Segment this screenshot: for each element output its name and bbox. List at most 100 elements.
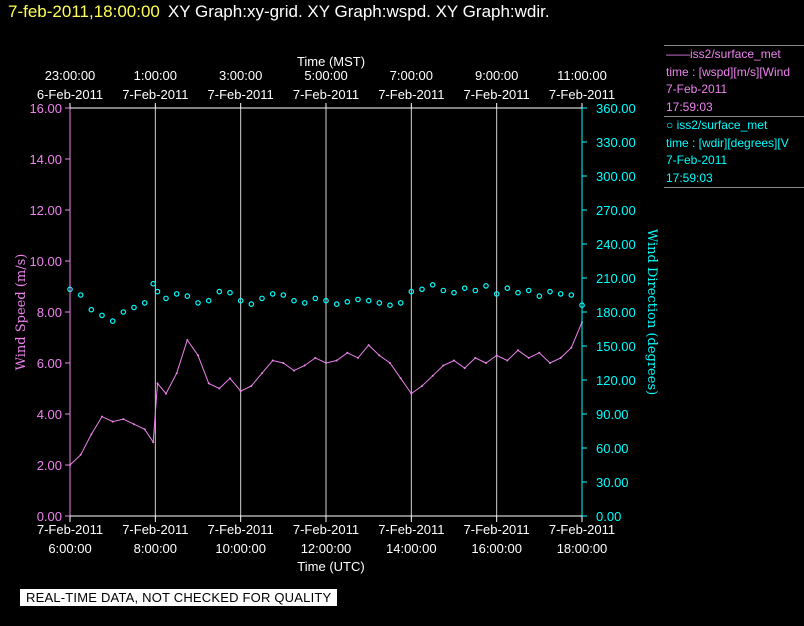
wind-speed-point-31 [389,362,391,364]
wind-speed-point-32 [399,377,402,380]
legend-wdir-time: 17:59:03 [666,170,713,185]
wind-direction-point-31 [387,302,393,309]
wind-speed-point-7 [143,428,146,431]
wind-speed-point-27 [346,351,349,354]
right-tick-label-8: 240.00 [596,237,636,252]
chart-axes [65,103,587,522]
wind-speed-point-11 [175,372,178,375]
wind-direction-point-23 [301,300,308,306]
bottom-tick-time-6: 18:00:00 [557,541,608,556]
wind-speed-line [69,322,583,466]
grid-lines [154,108,498,516]
bottom-tick-date-6: 7-Feb-2011 [549,522,615,537]
top-tick-date-0: 6-Feb-2011 [37,87,103,102]
legend-entry-wind-speed: ——iss2/surface_met time : [wspd][m/s][Wi… [664,45,804,117]
left-tick-label-8: 16.00 [29,101,62,116]
wind-speed-point-26 [335,359,338,362]
right-tick-label-6: 180.00 [596,305,636,320]
left-axis-label: Wind Speed (m/s) [14,254,29,371]
top-tick-date-4: 7-Feb-2011 [378,87,444,102]
wind-speed-point-30 [378,354,381,357]
wind-speed-point-6 [133,423,135,426]
wind-direction-point-47 [557,291,564,297]
wind-direction-point-14 [205,297,212,304]
wind-direction-point-4 [109,318,116,324]
left-tick-label-7: 14.00 [29,152,62,167]
top-tick-date-1: 7-Feb-2011 [122,87,188,102]
top-tick-time-3: 5:00:00 [304,68,347,83]
wind-direction-point-5 [120,309,127,315]
right-axis-label: Wind Direction (degrees) [644,229,659,395]
wind-direction-point-44 [525,287,532,294]
wind-direction-point-38 [461,285,468,292]
wind-speed-point-25 [325,362,327,364]
top-tick-date-2: 7-Feb-2011 [208,87,274,102]
wind-direction-point-15 [216,288,223,295]
wind-direction-point-17 [237,297,244,304]
top-tick-date-6: 7-Feb-2011 [549,87,615,102]
wind-speed-point-41 [495,354,498,357]
left-tick-label-5: 10.00 [29,254,62,269]
right-tick-label-12: 360.00 [596,101,636,116]
wind-speed-point-3 [101,415,103,418]
right-tick-label-7: 210.00 [596,271,636,286]
wind-direction-point-33 [408,288,415,295]
wind-direction-point-46 [547,288,553,295]
wind-speed-point-23 [303,364,306,367]
wind-direction-point-7 [141,300,148,306]
wind-direction-point-40 [483,283,489,289]
bottom-tick-date-2: 7-Feb-2011 [208,522,274,537]
left-tick-label-4: 8.00 [37,305,62,320]
bottom-tick-date-1: 7-Feb-2011 [122,522,188,537]
legend-wspd-variable: time : [wspd][m/s][Wind [666,64,791,79]
wind-direction-point-35 [429,281,436,288]
wind-speed-point-28 [357,356,359,359]
wind-direction-point-6 [131,304,137,311]
right-tick-label-1: 30.00 [596,475,629,490]
left-tick-label-1: 2.00 [37,458,62,473]
top-tick-time-0: 23:00:00 [45,68,96,83]
wind-direction-point-1 [77,292,84,298]
wind-speed-point-14 [207,382,210,385]
wind-speed-point-34 [421,385,423,387]
wind-direction-point-25 [323,297,329,304]
wind-speed-point-1 [79,453,82,456]
wind-direction-point-11 [173,291,180,297]
wind-direction-point-43 [515,289,521,296]
bottom-tick-date-4: 7-Feb-2011 [378,522,444,537]
wind-direction-point-27 [344,298,351,305]
wind-direction-point-10 [163,295,169,302]
wind-direction-point-39 [472,287,479,294]
wind-direction-point-12 [184,293,191,299]
wind-speed-point-17 [239,390,242,393]
legend-panel: ——iss2/surface_met time : [wspd][m/s][Wi… [664,45,804,188]
top-tick-date-5: 7-Feb-2011 [464,87,530,102]
bottom-tick-date-0: 7-Feb-2011 [37,522,103,537]
wind-direction-point-32 [397,300,404,306]
bottom-tick-time-5: 16:00:00 [471,541,522,556]
wind-speed-point-4 [111,420,114,423]
wind-direction-point-29 [365,297,372,304]
wind-direction-point-20 [269,291,276,297]
wind-speed-point-13 [197,354,199,357]
wind-speed-point-12 [186,339,189,341]
right-tick-label-2: 60.00 [596,441,629,456]
wind-speed-point-20 [271,359,274,362]
legend-wspd-date: 7-Feb-2011 [666,82,728,96]
right-tick-label-3: 90.00 [596,407,629,422]
wind-direction-point-13 [195,300,201,306]
wind-direction-point-36 [440,287,447,294]
wind-speed-point-15 [218,387,221,390]
top-tick-time-4: 7:00:00 [390,68,433,83]
wind-speed-point-45 [538,351,541,354]
wind-speed-point-19 [261,372,263,375]
wind-speed-point-2 [90,433,93,436]
legend-wspd-source: ——iss2/surface_met [666,47,781,61]
wind-direction-point-28 [355,296,361,303]
wind-direction-point-8 [150,280,157,287]
wind-speed-point-43 [517,349,519,352]
legend-wdir-source: ○ iss2/surface_met [666,118,768,132]
wind-direction-point-21 [280,292,287,298]
legend-wdir-date: 7-Feb-2011 [666,153,728,167]
wind-direction-point-34 [419,286,425,293]
